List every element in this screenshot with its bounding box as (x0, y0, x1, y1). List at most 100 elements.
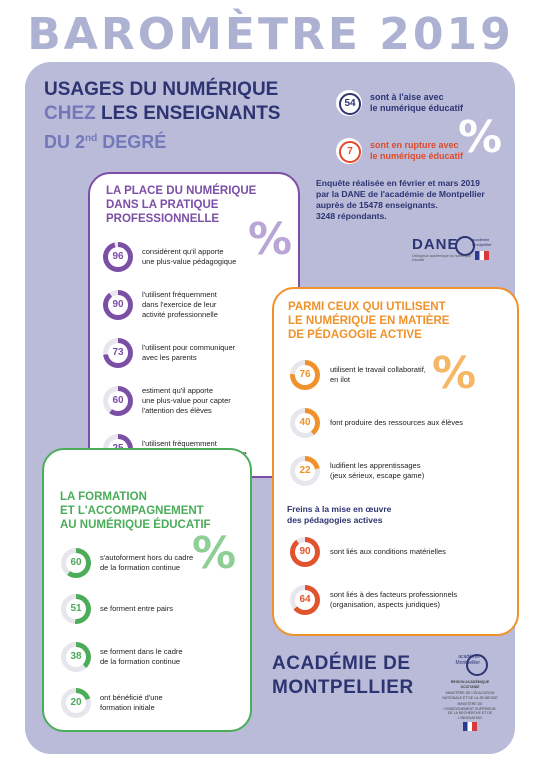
place-stat-1-text: l'utilisent fréquemment dans l'exercice d… (142, 290, 218, 320)
training-stat-1-value: 51 (66, 599, 86, 619)
active-stat-0-value: 76 (295, 365, 315, 385)
place-stat-4-line1: l'utilisent fréquemment (142, 439, 217, 448)
active-stat-2-text: ludifient les apprentissages (jeux sérieu… (330, 461, 424, 481)
place-stat-3-text: estiment qu'il apporte une plus-value pou… (142, 386, 231, 416)
place-stat-3-line3: l'attention des élèves (142, 406, 212, 415)
header-stat-text-ease-1: sont à l'aise avec (370, 92, 444, 102)
place-stat-1-line1: l'utilisent fréquemment (142, 290, 217, 299)
active-stat-0-text: utilisent le travail collaboratif, en ilo… (330, 365, 426, 385)
training-stat-0-line2: de la formation continue (100, 563, 181, 572)
place-stat-3-line2: une plus-value pour capter (142, 396, 231, 405)
card-active-title-3: DE PÉDAGOGIE ACTIVE (288, 329, 422, 341)
academie-line2: MONTPELLIER (272, 677, 414, 698)
place-stat-1-line3: activité professionnelle (142, 310, 218, 319)
subtitle-line3-sup: nd (85, 133, 98, 144)
brakes-title: Freins à la mise en œuvre des pédagogies… (287, 504, 391, 526)
percent-icon-training: % (192, 528, 237, 579)
academie-small-3: MINISTÈRE DE L'ÉDUCATION NATIONALE ET DE… (442, 691, 498, 700)
training-stat-1-circle: 51 (61, 594, 91, 624)
academie-ministry-text: RÉGION ACADÉMIQUE OCCITANIE MINISTÈRE DE… (442, 680, 498, 720)
card-training-title-3: AU NUMÉRIQUE ÉDUCATIF (60, 519, 211, 531)
header-stat-text-rupture-1: sont en rupture avec (370, 140, 459, 150)
active-stat-2-value: 22 (295, 461, 315, 481)
place-stat-3-line1: estiment qu'il apporte (142, 386, 214, 395)
academie-small-1: RÉGION ACADÉMIQUE (450, 680, 490, 684)
academie-logo-icon (466, 654, 488, 676)
survey-line2: par la DANE de l'académie de Montpellier (316, 189, 485, 199)
place-stat-0-line1: considèrent qu'il apporte (142, 247, 224, 256)
active-stat-2-circle: 22 (290, 456, 320, 486)
place-stat-0-line2: une plus-value pédagogique (142, 257, 237, 266)
header-stat-text-rupture: sont en rupture avec le numérique éducat… (370, 140, 463, 162)
brake-stat-0-value: 90 (295, 542, 315, 562)
academie-line1: ACADÉMIE DE (272, 653, 411, 674)
academie-name: ACADÉMIE DE MONTPELLIER (272, 652, 414, 700)
french-flag-icon-academie (463, 722, 477, 731)
place-stat-0-circle: 96 (103, 242, 133, 272)
dane-tagline: Délégation académique au numérique éduca… (412, 254, 472, 262)
dane-logo-academie: académie Montpellier (472, 237, 492, 247)
place-stat-0-value: 96 (108, 247, 128, 267)
card-place-title: LA PLACE DU NUMÉRIQUE DANS LA PRATIQUE P… (106, 184, 256, 226)
survey-line1: Enquête réalisée en février et mars 2019 (316, 178, 480, 188)
subtitle-line2-a: CHEZ (44, 103, 101, 124)
brakes-title-1: Freins à la mise en œuvre (287, 504, 392, 514)
active-stat-1-text: font produire des ressources aux élèves (330, 418, 463, 428)
brake-stat-0-circle: 90 (290, 537, 320, 567)
subtitle-line2: CHEZ LES ENSEIGNANTS (44, 102, 280, 125)
percent-icon-header: % (458, 112, 503, 163)
card-training-title-1: LA FORMATION (60, 491, 147, 503)
card-place-title-3: PROFESSIONNELLE (106, 213, 220, 225)
subtitle-line3: DU 2nd DEGRÉ (44, 128, 166, 153)
card-training-title-2: ET L'ACCOMPAGNEMENT (60, 505, 204, 517)
place-stat-3-value: 60 (108, 391, 128, 411)
place-stat-2-value: 73 (108, 343, 128, 363)
brakes-title-2: des pédagogies actives (287, 515, 383, 525)
dane-logo-icon (455, 236, 475, 256)
subtitle-line2-b: LES ENSEIGNANTS (101, 103, 281, 124)
active-stat-0-line2: en ilot (330, 375, 351, 384)
training-stat-0-value: 60 (66, 553, 86, 573)
survey-line3: auprès de 15478 enseignants. (316, 200, 438, 210)
training-stat-0-text: s'autoforment hors du cadre de la formati… (100, 553, 193, 573)
percent-icon-active: % (432, 348, 477, 399)
active-stat-0-line1: utilisent le travail collaboratif, (330, 365, 426, 374)
header-stat-text-ease-2: le numérique éducatif (370, 103, 464, 113)
subtitle-line1: USAGES DU NUMÉRIQUE (44, 79, 279, 100)
header-stat-circle-rupture: 7 (336, 138, 362, 164)
training-stat-3-line2: formation initiale (100, 703, 155, 712)
percent-icon-place: % (248, 214, 293, 265)
card-active-title: PARMI CEUX QUI UTILISENT LE NUMÉRIQUE EN… (288, 300, 449, 342)
french-flag-icon-dane (475, 251, 489, 260)
training-stat-2-value: 38 (66, 647, 86, 667)
place-stat-2-line2: avec les parents (142, 353, 197, 362)
training-stat-0-line1: s'autoforment hors du cadre (100, 553, 194, 562)
training-stat-2-line2: de la formation continue (100, 657, 181, 666)
place-stat-1-circle: 90 (103, 290, 133, 320)
place-stat-1-value: 90 (108, 295, 128, 315)
active-stat-1-value: 40 (295, 413, 315, 433)
card-place-title-1: LA PLACE DU NUMÉRIQUE (106, 185, 257, 197)
training-stat-0-circle: 60 (61, 548, 91, 578)
place-stat-2-text: l'utilisent pour communiquer avec les par… (142, 343, 235, 363)
training-stat-1-text: se forment entre pairs (100, 604, 173, 614)
card-formation (42, 448, 252, 732)
active-stat-1-circle: 40 (290, 408, 320, 438)
survey-line4: 3248 répondants. (316, 211, 387, 221)
academie-small-4: MINISTÈRE DE L'ENSEIGNEMENT SUPÉRIEUR, D… (443, 702, 497, 720)
page-title: BAROMÈTRE 2019 (27, 9, 514, 60)
brake-stat-1-line2: (organisation, aspects juridiques) (330, 600, 441, 609)
brake-stat-1-value: 64 (295, 590, 315, 610)
active-stat-2-line2: (jeux sérieux, escape game) (330, 471, 425, 480)
active-stat-1-line1: font produire des ressources aux élèves (330, 418, 463, 427)
brake-stat-0-line1: sont liés aux conditions matérielles (330, 547, 446, 556)
active-stat-0-circle: 76 (290, 360, 320, 390)
header-stat-circle-ease: 54 (336, 90, 362, 116)
training-stat-1-line1: se forment entre pairs (100, 604, 173, 613)
place-stat-2-circle: 73 (103, 338, 133, 368)
academie-small-2: OCCITANIE (460, 684, 480, 689)
training-stat-3-value: 20 (66, 693, 86, 713)
training-stat-3-line1: ont bénéficié d'une (100, 693, 163, 702)
place-stat-0-text: considèrent qu'il apporte une plus-value … (142, 247, 236, 267)
active-stat-2-line1: ludifient les apprentissages (330, 461, 421, 470)
